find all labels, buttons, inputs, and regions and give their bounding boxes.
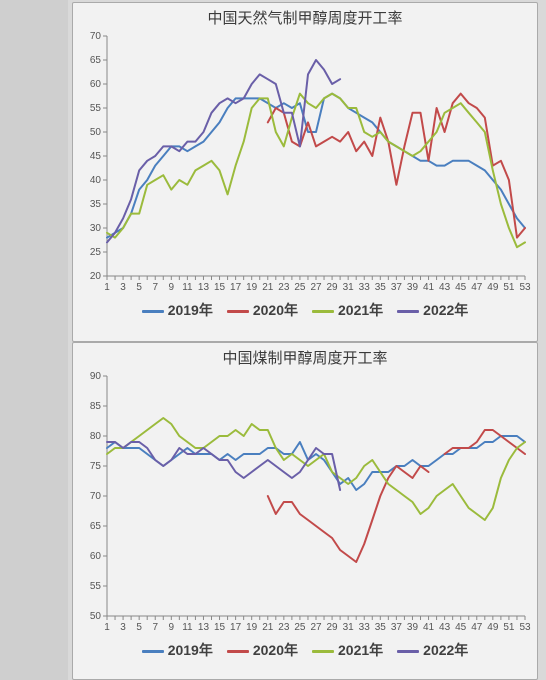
- svg-text:70: 70: [90, 31, 102, 42]
- chart2-title: 中国煤制甲醇周度开工率: [73, 343, 537, 368]
- chart2-legend: 2019年 2020年 2021年 2022年: [73, 640, 537, 664]
- legend-item: 2022年: [397, 640, 468, 660]
- svg-text:27: 27: [310, 282, 322, 293]
- svg-text:11: 11: [182, 622, 193, 633]
- legend-item: 2022年: [397, 300, 468, 320]
- page: 中国天然气制甲醇周度开工率 20253035404550556065701357…: [0, 0, 546, 680]
- svg-text:41: 41: [423, 282, 435, 293]
- svg-text:9: 9: [169, 622, 175, 633]
- svg-text:5: 5: [136, 282, 142, 293]
- svg-text:15: 15: [214, 282, 226, 293]
- svg-text:7: 7: [152, 622, 158, 633]
- svg-text:29: 29: [327, 622, 339, 633]
- svg-text:19: 19: [246, 282, 258, 293]
- svg-text:35: 35: [375, 622, 387, 633]
- svg-text:51: 51: [503, 282, 515, 293]
- svg-text:17: 17: [230, 622, 242, 633]
- svg-text:30: 30: [90, 223, 102, 234]
- chart2-svg: 5055606570758085901357911131517192123252…: [73, 368, 533, 640]
- svg-text:49: 49: [487, 282, 499, 293]
- legend-item: 2019年: [142, 300, 213, 320]
- svg-text:37: 37: [391, 282, 403, 293]
- svg-text:9: 9: [169, 282, 175, 293]
- svg-text:90: 90: [90, 371, 102, 382]
- svg-text:25: 25: [90, 247, 102, 258]
- svg-text:45: 45: [455, 282, 467, 293]
- svg-text:27: 27: [310, 622, 322, 633]
- svg-text:21: 21: [262, 282, 274, 293]
- chart1-title: 中国天然气制甲醇周度开工率: [73, 3, 537, 28]
- svg-text:65: 65: [90, 521, 102, 532]
- svg-text:3: 3: [120, 282, 126, 293]
- svg-text:53: 53: [519, 282, 531, 293]
- svg-text:55: 55: [90, 581, 102, 592]
- svg-text:50: 50: [90, 611, 102, 622]
- svg-text:5: 5: [136, 622, 142, 633]
- svg-text:19: 19: [246, 622, 258, 633]
- svg-text:40: 40: [90, 175, 102, 186]
- svg-text:45: 45: [90, 151, 102, 162]
- svg-text:35: 35: [375, 282, 387, 293]
- svg-text:1: 1: [104, 622, 110, 633]
- svg-text:75: 75: [90, 461, 102, 472]
- svg-text:23: 23: [278, 622, 290, 633]
- svg-text:60: 60: [90, 79, 102, 90]
- chart-panel-gas: 中国天然气制甲醇周度开工率 20253035404550556065701357…: [72, 2, 538, 342]
- svg-text:47: 47: [471, 622, 483, 633]
- svg-text:50: 50: [90, 127, 102, 138]
- svg-text:7: 7: [152, 282, 158, 293]
- svg-text:21: 21: [262, 622, 274, 633]
- svg-text:45: 45: [455, 622, 467, 633]
- svg-text:33: 33: [359, 282, 371, 293]
- svg-text:25: 25: [294, 622, 306, 633]
- legend-item: 2019年: [142, 640, 213, 660]
- svg-text:23: 23: [278, 282, 290, 293]
- svg-text:31: 31: [343, 622, 355, 633]
- svg-text:85: 85: [90, 401, 102, 412]
- svg-text:1: 1: [104, 282, 110, 293]
- svg-text:25: 25: [294, 282, 306, 293]
- svg-text:39: 39: [407, 622, 419, 633]
- svg-text:13: 13: [198, 622, 210, 633]
- svg-text:20: 20: [90, 271, 102, 282]
- svg-text:15: 15: [214, 622, 226, 633]
- legend-item: 2020年: [227, 300, 298, 320]
- svg-text:35: 35: [90, 199, 102, 210]
- svg-text:43: 43: [439, 282, 451, 293]
- svg-text:55: 55: [90, 103, 102, 114]
- svg-text:47: 47: [471, 282, 483, 293]
- svg-text:70: 70: [90, 491, 102, 502]
- svg-text:49: 49: [487, 622, 499, 633]
- svg-text:80: 80: [90, 431, 102, 442]
- svg-text:33: 33: [359, 622, 371, 633]
- svg-text:53: 53: [519, 622, 531, 633]
- svg-text:3: 3: [120, 622, 126, 633]
- svg-text:11: 11: [182, 282, 193, 293]
- svg-text:65: 65: [90, 55, 102, 66]
- svg-text:60: 60: [90, 551, 102, 562]
- chart-panel-coal: 中国煤制甲醇周度开工率 5055606570758085901357911131…: [72, 342, 538, 680]
- svg-text:29: 29: [327, 282, 339, 293]
- legend-item: 2021年: [312, 300, 383, 320]
- svg-text:41: 41: [423, 622, 435, 633]
- chart1-svg: 2025303540455055606570135791113151719212…: [73, 28, 533, 300]
- svg-text:43: 43: [439, 622, 451, 633]
- svg-text:37: 37: [391, 622, 403, 633]
- svg-text:39: 39: [407, 282, 419, 293]
- left-sidebar: [0, 0, 68, 680]
- svg-text:17: 17: [230, 282, 242, 293]
- chart1-legend: 2019年 2020年 2021年 2022年: [73, 300, 537, 324]
- svg-text:13: 13: [198, 282, 210, 293]
- svg-text:51: 51: [503, 622, 515, 633]
- legend-item: 2021年: [312, 640, 383, 660]
- legend-item: 2020年: [227, 640, 298, 660]
- svg-text:31: 31: [343, 282, 355, 293]
